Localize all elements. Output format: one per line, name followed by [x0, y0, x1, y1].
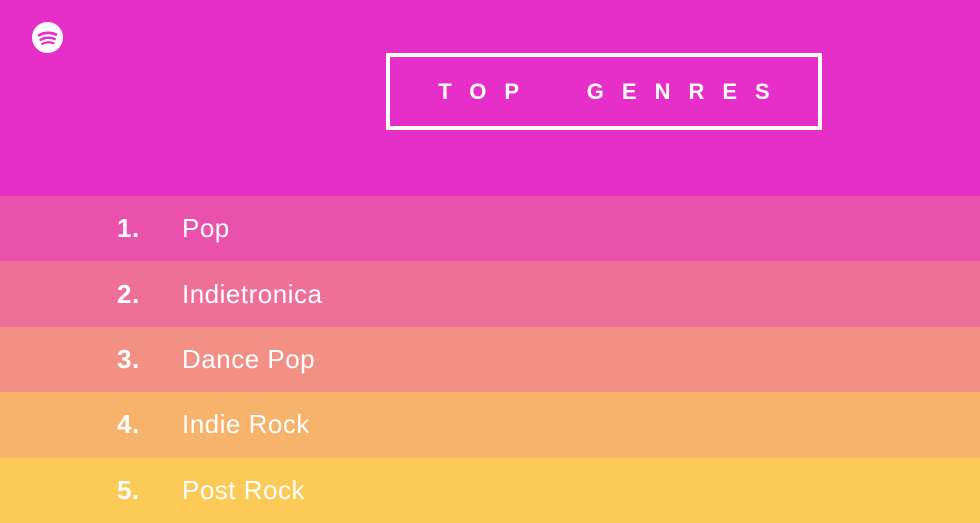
title-box: TOP GENRES: [386, 53, 822, 130]
genre-rank: 4.: [117, 409, 140, 440]
genre-row: 1. Pop: [0, 196, 980, 262]
page-title: TOP GENRES: [438, 78, 788, 104]
genre-rank: 5.: [117, 474, 140, 505]
genre-name: Post Rock: [182, 474, 305, 505]
genre-row: 2. Indietronica: [0, 261, 980, 327]
genre-name: Dance Pop: [182, 344, 316, 375]
genre-rank: 3.: [117, 344, 140, 375]
header: TOP GENRES: [0, 0, 980, 196]
genre-name: Indie Rock: [182, 409, 310, 440]
genre-name: Pop: [182, 213, 230, 244]
genre-rank: 1.: [117, 213, 140, 244]
genre-row: 4. Indie Rock: [0, 392, 980, 458]
genre-name: Indietronica: [182, 278, 323, 309]
genre-row: 3. Dance Pop: [0, 326, 980, 393]
genre-row: 5. Post Rock: [0, 457, 980, 523]
genre-rank: 2.: [117, 278, 140, 309]
spotify-icon: [32, 22, 63, 53]
genre-list: 1. Pop 2. Indietronica 3. Dance Pop 4. I…: [0, 196, 980, 523]
